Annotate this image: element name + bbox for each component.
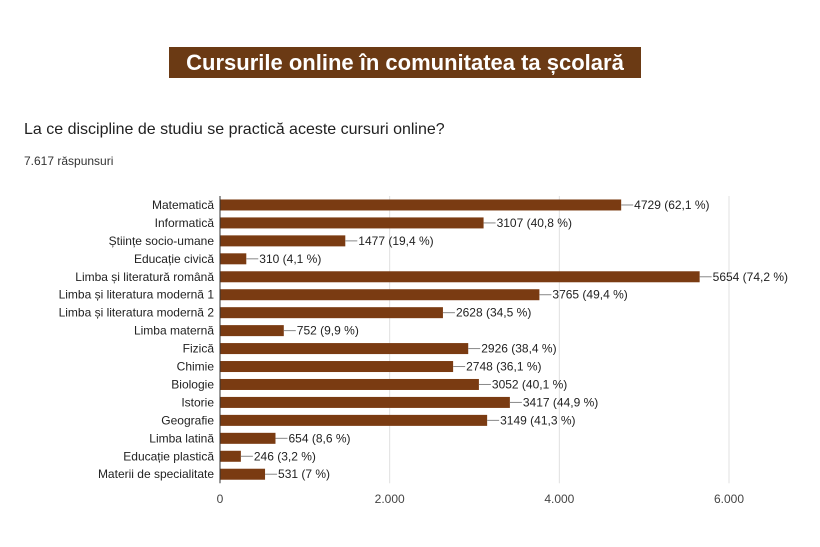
category-label: Limba latină xyxy=(149,431,214,445)
bar xyxy=(220,361,454,373)
data-label: 3107 (40,8 %) xyxy=(497,216,572,230)
data-label: 531 (7 %) xyxy=(278,467,330,481)
bar xyxy=(220,253,247,265)
data-label: 2748 (36,1 %) xyxy=(466,360,541,374)
category-label: Materii de specialitate xyxy=(98,467,214,481)
category-label: Fizică xyxy=(183,342,215,356)
bar xyxy=(220,289,540,301)
data-label: 246 (3,2 %) xyxy=(254,449,316,463)
data-label: 3417 (44,9 %) xyxy=(523,395,598,409)
bar xyxy=(220,307,443,319)
category-label: Geografie xyxy=(161,413,214,427)
bar xyxy=(220,343,469,355)
category-label: Matematică xyxy=(152,198,214,212)
response-count: 7.617 răspunsuri xyxy=(24,154,114,168)
data-label: 2628 (34,5 %) xyxy=(456,306,531,320)
category-label: Informatică xyxy=(155,216,215,230)
category-label: Istorie xyxy=(181,395,214,409)
bar xyxy=(220,450,241,462)
data-label: 3765 (49,4 %) xyxy=(552,288,627,302)
category-label: Limba și literatură română xyxy=(75,270,214,284)
question-title: La ce discipline de studiu se practică a… xyxy=(24,121,445,138)
x-tick-label: 4.000 xyxy=(544,492,574,506)
bar xyxy=(220,325,284,337)
data-label: 4729 (62,1 %) xyxy=(634,198,709,212)
category-label: Limba și literatura modernă 1 xyxy=(59,288,215,302)
bar xyxy=(220,468,266,480)
category-label: Limba maternă xyxy=(134,324,214,338)
bar xyxy=(220,235,346,247)
bar xyxy=(220,199,622,211)
data-label: 1477 (19,4 %) xyxy=(358,234,433,248)
bar xyxy=(220,396,510,408)
data-label: 5654 (74,2 %) xyxy=(713,270,788,284)
category-label: Științe socio-umane xyxy=(109,234,215,248)
x-tick-label: 6.000 xyxy=(714,492,744,506)
data-label: 3149 (41,3 %) xyxy=(500,413,575,427)
data-label: 3052 (40,1 %) xyxy=(492,377,567,391)
data-label: 752 (9,9 %) xyxy=(297,324,359,338)
bar xyxy=(220,271,700,283)
data-label: 310 (4,1 %) xyxy=(259,252,321,266)
data-label: 2926 (38,4 %) xyxy=(481,342,556,356)
category-label: Limba și literatura modernă 2 xyxy=(59,306,215,320)
bar xyxy=(220,432,276,444)
page-title-banner: Cursurile online în comunitatea ta școla… xyxy=(169,47,641,78)
bar xyxy=(220,378,479,390)
category-label: Biologie xyxy=(171,377,214,391)
category-label: Educație plastică xyxy=(123,449,214,463)
bar xyxy=(220,217,484,229)
x-tick-label: 0 xyxy=(217,492,224,506)
category-label: Chimie xyxy=(177,360,215,374)
x-tick-label: 2.000 xyxy=(375,492,405,506)
bar xyxy=(220,414,488,426)
data-label: 654 (8,6 %) xyxy=(288,431,350,445)
category-label: Educație civică xyxy=(134,252,214,266)
